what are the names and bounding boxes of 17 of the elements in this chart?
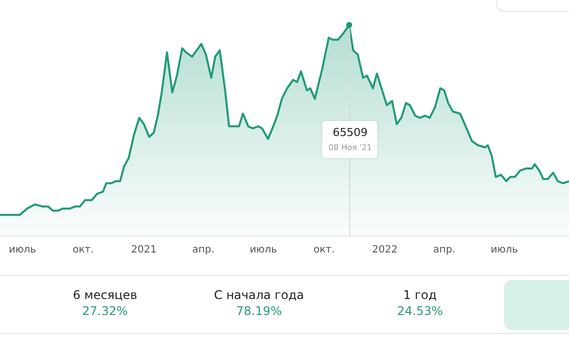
annotation: 65509	[332, 126, 368, 139]
text: С начала года	[213, 288, 305, 302]
text: 78.19%	[235, 304, 283, 318]
x-tick-label: апр.	[192, 244, 214, 256]
x-tick-label: 2022	[372, 244, 398, 256]
x-tick-label: июль	[490, 244, 518, 256]
x-tick-label: 2021	[131, 244, 157, 256]
x-tick-label: июль	[8, 244, 36, 256]
text: 27.32%	[81, 304, 129, 318]
annotation: 08 Ноя '21	[328, 143, 372, 152]
text: 1 год	[402, 288, 438, 302]
text: 6 месяцев	[72, 288, 138, 302]
x-tick-label: окт.	[314, 244, 335, 256]
x-tick-label: окт.	[72, 244, 94, 256]
x-tick-label: апр.	[433, 244, 456, 256]
text: 24.53%	[396, 304, 444, 318]
x-tick-label: июль	[250, 244, 278, 256]
